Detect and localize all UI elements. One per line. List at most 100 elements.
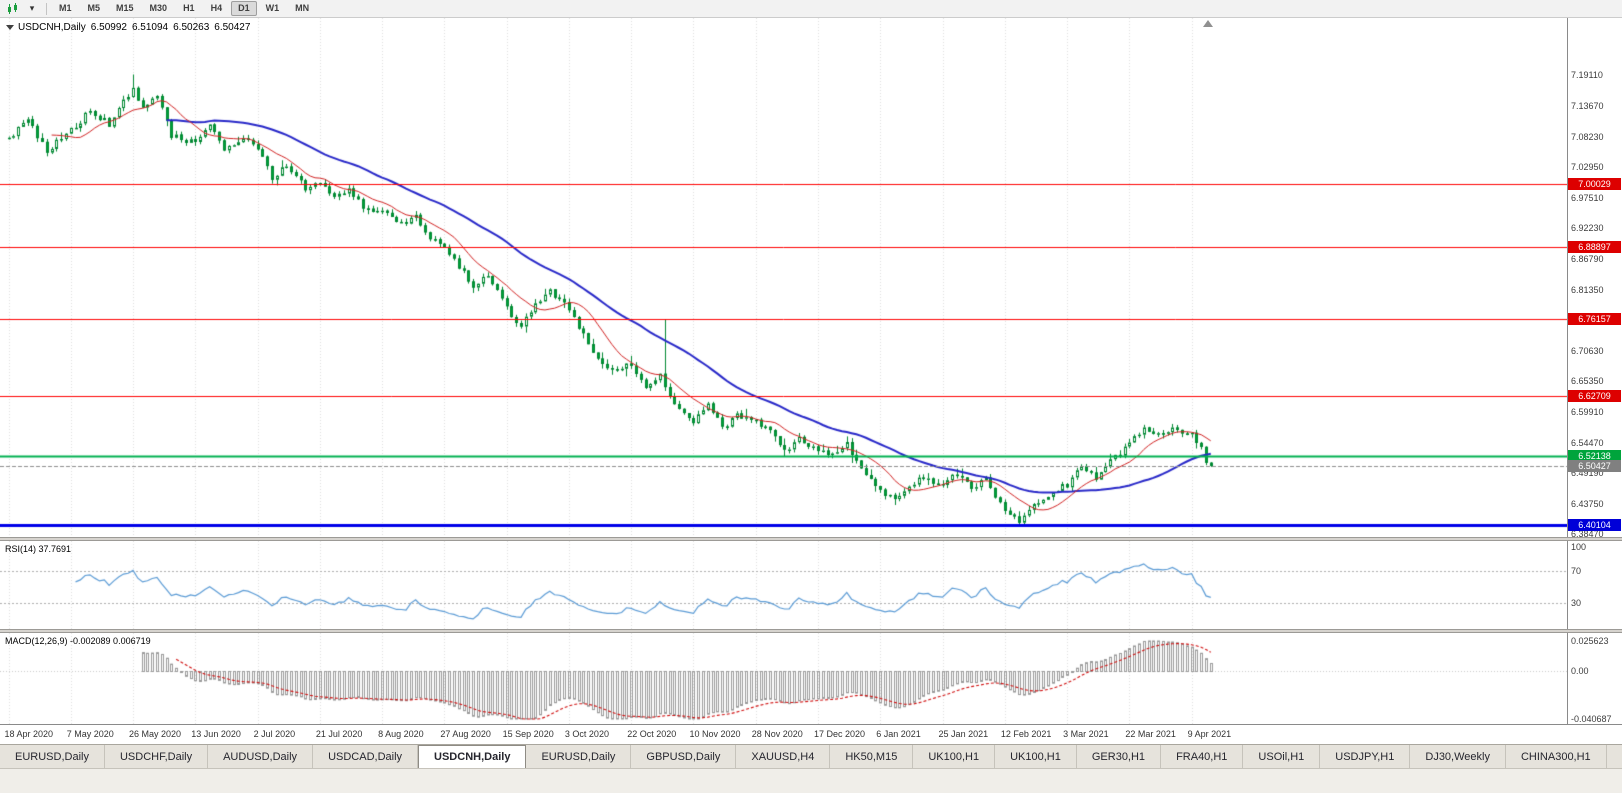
time-tick: 10 Nov 2020 bbox=[689, 729, 741, 739]
time-tick: 26 May 2020 bbox=[129, 729, 182, 739]
macd-panel-canvas[interactable] bbox=[0, 633, 1567, 724]
tab-audusd-daily[interactable]: AUDUSD,Daily bbox=[208, 745, 314, 768]
tab-hk50-m15[interactable]: HK50,M15 bbox=[830, 745, 914, 768]
tab-ger30-h1[interactable]: GER30,H1 bbox=[1077, 745, 1162, 768]
price-tick: 7.13670 bbox=[1571, 100, 1604, 111]
tab-usdjpy-h1[interactable]: USDJPY,H1 bbox=[1320, 745, 1411, 768]
time-tick: 28 Nov 2020 bbox=[751, 729, 803, 739]
time-tick: 27 Aug 2020 bbox=[440, 729, 491, 739]
time-tick: 7 May 2020 bbox=[66, 729, 114, 739]
ohlc-high: 6.51094 bbox=[131, 22, 169, 33]
tab-xauusd-h4[interactable]: XAUUSD,H4 bbox=[736, 745, 831, 768]
chart-title: USDCNH,Daily 6.50992 6.51094 6.50263 6.50427 bbox=[6, 22, 250, 33]
chart-shift-marker[interactable] bbox=[1203, 20, 1213, 27]
time-tick: 22 Oct 2020 bbox=[627, 729, 677, 739]
time-tick: 2 Jul 2020 bbox=[253, 729, 296, 739]
tab-china300-h1[interactable]: CHINA300,H1 bbox=[1506, 745, 1607, 768]
price-tag-6.40104: 6.40104 bbox=[1568, 518, 1621, 531]
tab-usdcnh-daily[interactable]: USDCNH,Daily bbox=[418, 745, 527, 768]
time-tick: 15 Sep 2020 bbox=[502, 729, 554, 739]
rsi-tick: 30 bbox=[1571, 598, 1582, 608]
price-tag-6.50427: 6.50427 bbox=[1568, 459, 1621, 472]
time-tick: 8 Aug 2020 bbox=[378, 729, 424, 739]
time-tick: 21 Jul 2020 bbox=[315, 729, 363, 739]
price-tick: 7.08230 bbox=[1571, 131, 1604, 142]
tab-gbpusd-daily[interactable]: GBPUSD,Daily bbox=[631, 745, 737, 768]
rsi-panel-canvas[interactable] bbox=[0, 541, 1567, 629]
macd-tick: -0.040687 bbox=[1571, 714, 1612, 724]
timeframe-button-m30[interactable]: M30 bbox=[149, 3, 168, 13]
chart-type-icon[interactable] bbox=[4, 1, 22, 16]
price-tick: 6.97510 bbox=[1571, 192, 1604, 203]
time-tick: 9 Apr 2021 bbox=[1187, 729, 1232, 739]
timeframe-button-mn[interactable]: MN bbox=[295, 3, 310, 13]
price-tick: 6.43750 bbox=[1571, 498, 1604, 509]
tab-usdchf-daily[interactable]: USDCHF,Daily bbox=[105, 745, 209, 768]
time-axis[interactable]: 18 Apr 2020 7 May 2020 26 May 2020 13 Jun 2… bbox=[0, 724, 1622, 744]
price-axis-border bbox=[1567, 18, 1568, 724]
timeframe-button-d1[interactable]: D1 bbox=[231, 1, 257, 16]
price-tag-6.88897: 6.88897 bbox=[1568, 240, 1621, 253]
price-tag-6.76157: 6.76157 bbox=[1568, 313, 1621, 326]
timeframe-button-m1[interactable]: M1 bbox=[59, 3, 72, 13]
price-tick: 6.92230 bbox=[1571, 223, 1604, 233]
chart-tabs-bar: EURUSD,Daily USDCHF,Daily AUDUSD,Daily USDC… bbox=[0, 744, 1622, 768]
tab-eurusd-daily[interactable]: EURUSD,Daily bbox=[0, 745, 105, 768]
time-tick: 18 Apr 2020 bbox=[4, 729, 54, 739]
price-tick: 6.49190 bbox=[1571, 467, 1604, 478]
chart-dropdown-caret-icon[interactable]: ▾ bbox=[29, 3, 35, 13]
tab-eurusd-daily[interactable]: EURUSD,Daily bbox=[526, 745, 632, 768]
ohlc-close: 6.50427 bbox=[214, 22, 251, 33]
chart-window: USDCNH,Daily 6.50992 6.51094 6.50263 6.50427… bbox=[0, 18, 1622, 744]
tab-uk100-h1[interactable]: UK100,H1 bbox=[995, 745, 1077, 768]
price-tick: 6.70630 bbox=[1571, 345, 1604, 356]
panel-separator-macd[interactable] bbox=[0, 629, 1622, 633]
price-tick: 7.02950 bbox=[1571, 161, 1604, 172]
tab-dj30-weekly[interactable]: DJ30,Weekly bbox=[1410, 745, 1506, 768]
price-tick: 7.19110 bbox=[1571, 70, 1603, 80]
price-tag-7.00029: 7.00029 bbox=[1568, 177, 1621, 190]
price-tick: 6.81350 bbox=[1571, 284, 1604, 295]
rsi-tick: 100 bbox=[1571, 542, 1587, 552]
tab-uk100-h1[interactable]: UK100,H1 bbox=[913, 745, 996, 768]
price-tag-6.52138: 6.52138 bbox=[1568, 450, 1621, 463]
time-tick: 6 Jan 2021 bbox=[876, 729, 921, 739]
time-tick: 3 Oct 2020 bbox=[564, 729, 609, 739]
tab-usdcad-daily[interactable]: USDCAD,Daily bbox=[313, 745, 419, 768]
price-tick: 6.86790 bbox=[1571, 253, 1604, 264]
price-tick: 6.54470 bbox=[1571, 437, 1604, 448]
panel-separator-rsi[interactable] bbox=[0, 537, 1622, 541]
time-tick: 13 Jun 2020 bbox=[191, 729, 241, 739]
symbol-caret-icon bbox=[6, 24, 14, 30]
time-tick: 12 Feb 2021 bbox=[1000, 729, 1052, 739]
time-tick: 22 Mar 2021 bbox=[1125, 729, 1176, 739]
tab-u[interactable]: U bbox=[1607, 745, 1622, 768]
ohlc-low: 6.50263 bbox=[173, 22, 210, 33]
time-tick: 17 Dec 2020 bbox=[814, 729, 866, 739]
tab-fra40-h1[interactable]: FRA40,H1 bbox=[1161, 745, 1244, 768]
macd-tick: 0.025623 bbox=[1571, 636, 1609, 646]
macd-tick: 0.00 bbox=[1571, 666, 1589, 677]
rsi-indicator-label: RSI(14) 37.7691 bbox=[5, 544, 72, 554]
timeframe-button-h1[interactable]: H1 bbox=[183, 3, 195, 13]
toolbar-separator bbox=[46, 2, 47, 15]
timeframe-button-h4[interactable]: H4 bbox=[210, 3, 223, 13]
time-tick: 25 Jan 2021 bbox=[938, 729, 989, 739]
tab-usoil-h1[interactable]: USOil,H1 bbox=[1243, 745, 1321, 768]
timeframe-buttons: M1 M5 M15 M30 H1 H4 D1 W1 MN bbox=[51, 1, 317, 16]
price-tick: 6.65350 bbox=[1571, 376, 1604, 386]
macd-indicator-label: MACD(12,26,9) -0.002089 0.006719 bbox=[5, 636, 151, 646]
price-tag-6.62709: 6.62709 bbox=[1568, 390, 1621, 403]
price-tick: 6.59910 bbox=[1571, 406, 1604, 417]
timeframe-button-w1[interactable]: W1 bbox=[265, 3, 280, 13]
rsi-tick: 70 bbox=[1571, 566, 1582, 576]
chart-symbol: USDCNH,Daily bbox=[18, 22, 86, 33]
timeframe-button-m5[interactable]: M5 bbox=[87, 3, 101, 13]
timeframe-button-m15[interactable]: M15 bbox=[116, 3, 134, 13]
price-chart-canvas[interactable] bbox=[0, 18, 1567, 537]
time-tick: 3 Mar 2021 bbox=[1063, 729, 1109, 739]
ohlc-open: 6.50992 bbox=[90, 22, 127, 33]
status-bar bbox=[0, 768, 1622, 793]
price-tick: 6.38470 bbox=[1571, 529, 1604, 539]
